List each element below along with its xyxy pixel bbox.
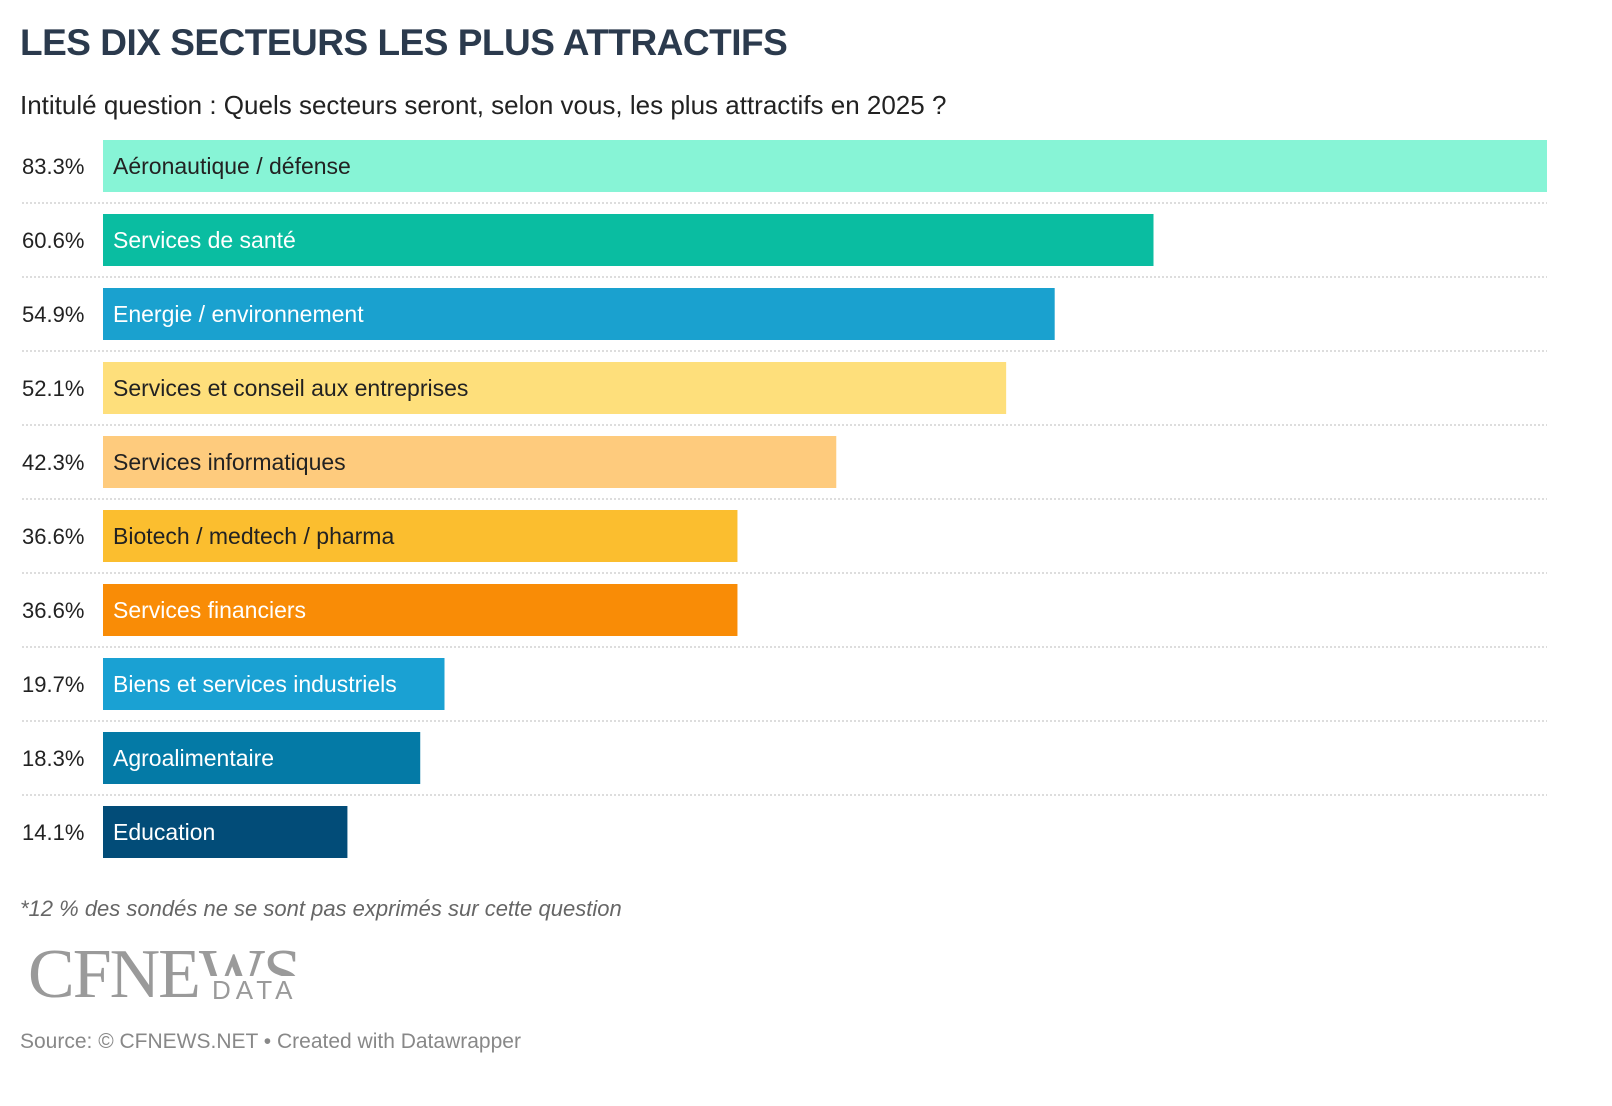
source-credit: Source: © CFNEWS.NET • Created with Data… <box>20 1030 521 1053</box>
value-label: 54.9% <box>22 302 84 327</box>
category-label: Aéronautique / défense <box>113 153 351 179</box>
value-label: 14.1% <box>22 820 84 845</box>
category-label: Biotech / medtech / pharma <box>113 523 394 549</box>
value-label: 42.3% <box>22 450 84 475</box>
bar <box>103 732 421 784</box>
bar <box>103 806 348 858</box>
chart-subtitle: Intitulé question : Quels secteurs seron… <box>20 90 947 120</box>
bar-chart: 83.3% Aéronautique / défense 60.6% Services… <box>22 140 1547 858</box>
category-label: Services de santé <box>113 227 296 253</box>
value-label: 60.6% <box>22 228 84 253</box>
category-label: Services informatiques <box>113 449 346 475</box>
value-label: 52.1% <box>22 376 84 401</box>
footnote: *12 % des sondés ne se sont pas exprimés… <box>20 896 622 921</box>
bar <box>103 362 1007 414</box>
bar <box>103 584 738 636</box>
bar <box>103 140 1547 192</box>
value-label: 83.3% <box>22 154 84 179</box>
bar <box>103 214 1154 266</box>
bar <box>103 288 1055 340</box>
category-label: Services et conseil aux entreprises <box>113 375 468 401</box>
value-label: 19.7% <box>22 672 84 697</box>
category-label: Biens et services industriels <box>113 671 397 697</box>
bar <box>103 658 445 710</box>
bar <box>103 510 738 562</box>
value-label: 36.6% <box>22 524 84 549</box>
category-label: Energie / environnement <box>113 301 364 327</box>
value-label: 18.3% <box>22 746 84 771</box>
value-label: 36.6% <box>22 598 84 623</box>
chart-title: LES DIX SECTEURS LES PLUS ATTRACTIFS <box>20 22 788 63</box>
cfnews-data-logo: CFNEWS DATA <box>28 940 318 1010</box>
logo-subtitle: DATA <box>210 975 300 1005</box>
category-label: Agroalimentaire <box>113 745 274 771</box>
bar <box>103 436 837 488</box>
category-label: Education <box>113 819 215 845</box>
category-label: Services financiers <box>113 597 306 623</box>
